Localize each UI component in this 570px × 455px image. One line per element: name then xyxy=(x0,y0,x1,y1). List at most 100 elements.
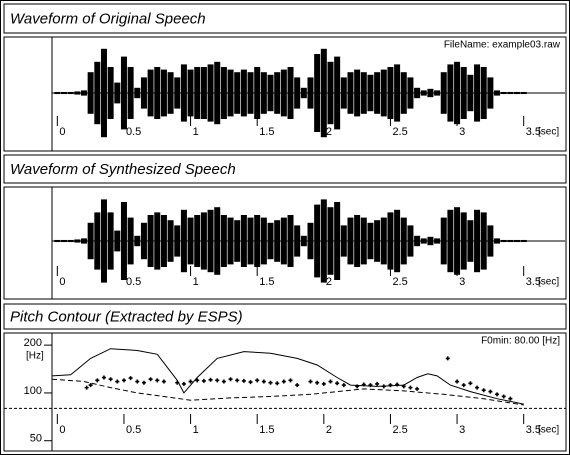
waveform-segment xyxy=(367,222,374,260)
pitch-curve xyxy=(51,348,524,405)
waveform-segment xyxy=(480,212,487,270)
waveform-segment xyxy=(114,230,121,252)
waveform-segment xyxy=(487,225,494,257)
pitch-point xyxy=(135,379,140,384)
pitch-point xyxy=(295,383,300,388)
waveform-segment xyxy=(300,87,307,99)
waveform-segment xyxy=(160,69,167,117)
waveform-segment xyxy=(380,217,387,265)
waveform-segment xyxy=(140,222,147,260)
waveform-segment xyxy=(274,72,281,114)
pitch-point xyxy=(315,380,320,385)
x-tick-label: 0 xyxy=(59,126,65,138)
x-tick-label: 1.5 xyxy=(259,276,274,288)
waveform-segment xyxy=(487,77,494,109)
pitch-point xyxy=(121,378,126,383)
x-tick-label: 0 xyxy=(59,276,65,288)
pitch-point xyxy=(468,381,473,386)
pitch-point xyxy=(201,378,206,383)
waveform-segment xyxy=(174,225,181,257)
waveform-segment xyxy=(280,217,287,265)
waveform-segment xyxy=(200,212,207,270)
waveform-segment xyxy=(147,215,154,267)
pitch-point xyxy=(84,385,89,390)
y-tick-label: 200 xyxy=(24,337,42,349)
waveform-segment xyxy=(260,217,267,265)
waveform-segment xyxy=(454,61,461,125)
waveform-segment xyxy=(220,215,227,267)
x-axis-unit: [sec] xyxy=(538,127,559,138)
waveform-segment xyxy=(374,72,381,114)
waveform-segment xyxy=(67,239,74,243)
waveform-segment xyxy=(360,72,367,114)
waveform-segment xyxy=(234,220,241,262)
waveform-segment xyxy=(474,64,481,122)
waveform-segment xyxy=(100,48,107,138)
pitch-point xyxy=(208,377,213,382)
waveform-segment xyxy=(520,91,527,95)
waveform-segment xyxy=(74,239,81,243)
y-axis-unit: [Hz] xyxy=(26,351,44,362)
waveform-segment xyxy=(240,215,247,267)
waveform-segment xyxy=(400,72,407,114)
waveform-segment xyxy=(294,225,301,257)
waveform-segment xyxy=(500,91,507,95)
x-tick-label: 1 xyxy=(193,424,199,436)
pitch-point xyxy=(161,379,166,384)
waveform-segment xyxy=(54,239,61,243)
waveform-segment xyxy=(127,217,134,265)
waveform-segment xyxy=(354,215,361,267)
x-tick-label: 3.5 xyxy=(526,424,541,436)
pitch-point xyxy=(228,377,233,382)
pitch-point xyxy=(321,381,326,386)
waveform-segment xyxy=(227,217,234,265)
pitch-point xyxy=(255,378,260,383)
waveform-segment xyxy=(80,238,87,244)
waveform-segment xyxy=(220,67,227,119)
x-tick-label: 2.5 xyxy=(392,276,407,288)
waveform-segment xyxy=(494,90,501,96)
pitch-point xyxy=(341,383,346,388)
waveform-segment xyxy=(454,207,461,275)
pitch-point xyxy=(488,389,493,394)
waveform-segment xyxy=(154,67,161,119)
waveform-segment xyxy=(207,64,214,122)
x-tick-label: 3 xyxy=(459,424,465,436)
waveform-segment xyxy=(214,61,221,125)
waveform-segment xyxy=(287,67,294,119)
pitch-point xyxy=(115,379,120,384)
plot-frame xyxy=(3,332,567,452)
y-tick-label: 50 xyxy=(30,433,42,445)
x-tick-label: 3 xyxy=(459,126,465,138)
pitch-point xyxy=(88,383,93,388)
y-tick-label: 100 xyxy=(24,385,42,397)
waveform-segment xyxy=(227,69,234,117)
waveform-segment xyxy=(194,215,201,267)
pitch-point xyxy=(195,378,200,383)
waveform-segment xyxy=(494,238,501,244)
waveform-segment xyxy=(407,77,414,109)
waveform-segment xyxy=(460,212,467,270)
pitch-point xyxy=(215,378,220,383)
waveform-segment xyxy=(194,67,201,119)
waveform-segment xyxy=(380,69,387,117)
waveform-segment xyxy=(154,212,161,270)
pitch-curve xyxy=(51,378,524,406)
pitch-point xyxy=(308,379,313,384)
waveform-segment xyxy=(247,217,254,265)
waveform-segment xyxy=(80,90,87,96)
waveform-segment xyxy=(240,69,247,117)
title-bar xyxy=(3,303,567,330)
pitch-point xyxy=(275,381,280,386)
pitch-point xyxy=(415,386,420,391)
panel-title: Waveform of Original Speech xyxy=(10,10,206,27)
x-tick-label: 0.5 xyxy=(126,126,141,138)
waveform-segment xyxy=(94,212,101,270)
waveform-segment xyxy=(414,235,421,247)
waveform-segment xyxy=(187,69,194,117)
pitch-point xyxy=(188,379,193,384)
waveform-segment xyxy=(294,77,301,109)
panel-title: Pitch Contour (Extracted by ESPS) xyxy=(10,308,243,325)
pitch-point xyxy=(495,392,500,397)
annotation: F0min: 80.00 [Hz] xyxy=(481,336,560,347)
